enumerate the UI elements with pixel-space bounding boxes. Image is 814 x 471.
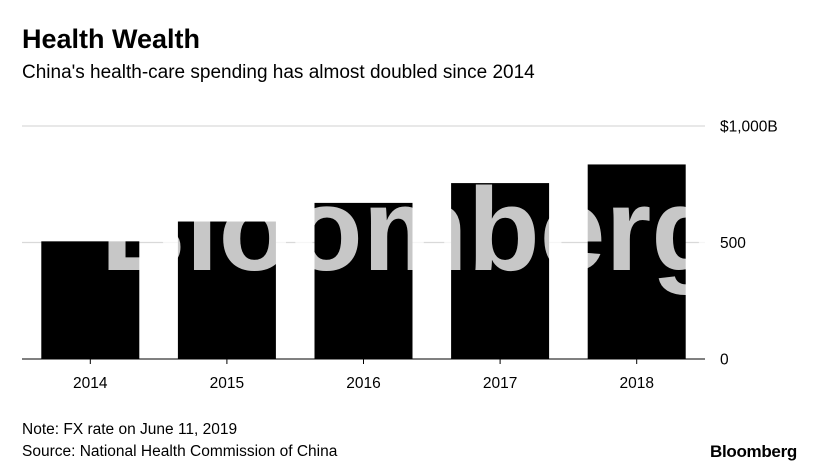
- bar-2018: [587, 164, 686, 359]
- y-tick-label: 500: [720, 235, 746, 252]
- y-tick-label: $1,000B: [720, 119, 778, 136]
- footnote: Note: FX rate on June 11, 2019: [22, 421, 238, 438]
- watermark-text: Bloomberg: [101, 164, 724, 296]
- bar-2017: [451, 183, 550, 359]
- source-note: Source: National Health Commission of Ch…: [22, 443, 338, 460]
- bar-chart: Bloomberg 2014 2015 2016 2017 2018 0 500 $1,00…: [22, 119, 778, 392]
- y-tick-label: 0: [720, 352, 729, 369]
- x-tick-label: 2018: [619, 375, 653, 392]
- brand-logo: Bloomberg: [709, 442, 797, 461]
- bar-2016: [314, 202, 413, 359]
- x-tick-label: 2015: [210, 375, 244, 392]
- y-tick-labels: 0 500 $1,000B: [720, 119, 778, 369]
- x-tick-labels: 2014 2015 2016 2017 2018: [73, 359, 654, 392]
- x-tick-label: 2017: [483, 375, 517, 392]
- bars: [41, 164, 686, 359]
- x-tick-label: 2014: [73, 375, 108, 392]
- x-tick-label: 2016: [346, 375, 380, 392]
- chart-title: Health Wealth: [22, 24, 201, 54]
- bar-2014: [41, 241, 140, 359]
- bar-2015: [177, 221, 276, 359]
- chart-subtitle: China's health-care spending has almost …: [22, 62, 535, 83]
